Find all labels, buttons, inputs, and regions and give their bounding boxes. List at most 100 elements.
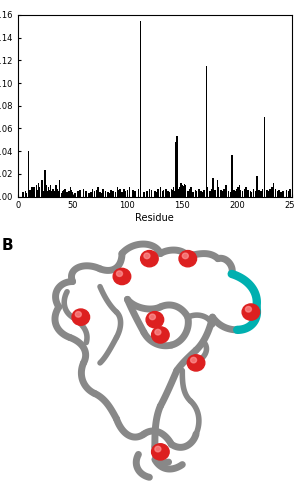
Bar: [66, 192, 68, 196]
Bar: [64, 188, 66, 196]
Bar: [127, 190, 128, 196]
Bar: [233, 190, 235, 196]
Circle shape: [149, 314, 155, 320]
Circle shape: [141, 250, 158, 267]
Bar: [275, 188, 276, 196]
Bar: [175, 142, 176, 197]
Bar: [51, 191, 53, 196]
Bar: [31, 188, 33, 196]
Bar: [91, 188, 93, 196]
Bar: [192, 192, 194, 196]
Bar: [222, 191, 224, 196]
Bar: [50, 185, 51, 196]
Bar: [47, 188, 49, 196]
Bar: [260, 191, 262, 196]
Bar: [271, 188, 273, 196]
Bar: [105, 191, 106, 196]
Bar: [149, 188, 150, 196]
Bar: [187, 191, 189, 196]
Bar: [255, 191, 257, 196]
Circle shape: [155, 330, 161, 335]
Bar: [117, 188, 118, 196]
Bar: [157, 188, 159, 196]
Bar: [38, 183, 39, 196]
Bar: [273, 183, 274, 196]
Bar: [168, 192, 170, 196]
Bar: [72, 192, 73, 196]
Bar: [217, 180, 218, 196]
Bar: [211, 188, 213, 196]
Bar: [58, 191, 59, 196]
Circle shape: [75, 312, 81, 317]
Bar: [264, 117, 266, 196]
Circle shape: [152, 327, 169, 343]
Bar: [266, 190, 268, 196]
Bar: [245, 188, 247, 196]
Circle shape: [146, 312, 164, 328]
Bar: [109, 193, 111, 196]
Bar: [119, 188, 121, 196]
Bar: [237, 188, 239, 196]
Bar: [77, 191, 79, 196]
Bar: [214, 190, 216, 196]
Bar: [250, 191, 251, 196]
Bar: [258, 190, 260, 196]
Bar: [83, 188, 84, 196]
Bar: [56, 188, 58, 196]
Bar: [286, 190, 287, 196]
Bar: [28, 151, 30, 196]
Bar: [63, 190, 65, 196]
Bar: [96, 190, 98, 196]
Bar: [29, 190, 31, 196]
Bar: [41, 180, 43, 196]
Circle shape: [191, 358, 196, 363]
Bar: [143, 192, 145, 196]
Bar: [282, 191, 284, 196]
Bar: [225, 185, 227, 196]
Bar: [176, 136, 178, 196]
Bar: [137, 188, 139, 196]
Bar: [71, 190, 72, 196]
Bar: [47, 191, 48, 196]
Bar: [177, 188, 179, 196]
Bar: [140, 20, 141, 197]
Bar: [280, 192, 282, 196]
Bar: [132, 190, 134, 196]
Circle shape: [113, 268, 131, 284]
Bar: [70, 188, 71, 196]
Circle shape: [245, 306, 251, 312]
Bar: [33, 188, 35, 196]
Bar: [110, 190, 112, 196]
Bar: [79, 190, 81, 196]
Bar: [121, 192, 123, 196]
Bar: [230, 192, 231, 196]
Bar: [236, 188, 238, 196]
Bar: [227, 191, 229, 196]
Bar: [102, 188, 104, 196]
Bar: [156, 192, 158, 196]
Bar: [184, 184, 185, 196]
Bar: [163, 190, 165, 196]
Bar: [59, 180, 60, 196]
Bar: [239, 185, 240, 196]
Bar: [269, 188, 271, 196]
Bar: [172, 190, 173, 196]
Circle shape: [144, 253, 150, 258]
Bar: [165, 188, 167, 196]
Bar: [181, 185, 183, 196]
Bar: [185, 185, 186, 196]
Bar: [151, 190, 153, 196]
Bar: [251, 192, 252, 196]
Bar: [26, 193, 27, 196]
Circle shape: [152, 444, 169, 460]
Bar: [123, 188, 125, 196]
Bar: [220, 190, 222, 196]
Bar: [99, 192, 101, 196]
Bar: [88, 193, 90, 196]
Bar: [74, 193, 76, 196]
Circle shape: [155, 446, 161, 452]
Bar: [24, 191, 26, 196]
Bar: [234, 191, 236, 196]
Bar: [178, 190, 180, 196]
Bar: [195, 190, 196, 196]
